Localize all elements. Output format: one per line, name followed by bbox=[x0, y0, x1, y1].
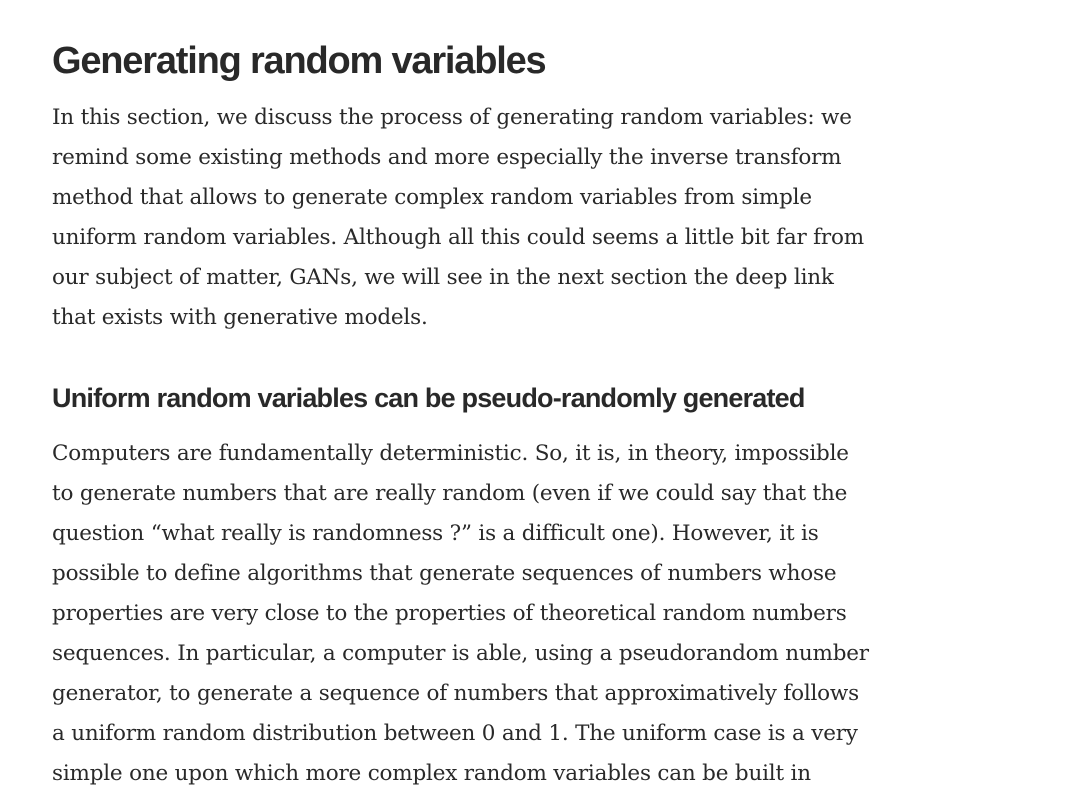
paragraph-line: sequences. In particular, a computer is … bbox=[52, 641, 869, 666]
paragraph-line: method that allows to generate complex r… bbox=[52, 185, 812, 210]
paragraph-line: generator, to generate a sequence of num… bbox=[52, 681, 859, 706]
paragraph-line: that exists with generative models. bbox=[52, 305, 428, 330]
paragraph-line: simple one upon which more complex rando… bbox=[52, 761, 811, 786]
paragraph-line: properties are very close to the propert… bbox=[52, 601, 847, 626]
paragraph-line: remind some existing methods and more es… bbox=[52, 145, 842, 170]
paragraph-line: a uniform random distribution between 0 … bbox=[52, 721, 858, 746]
paragraph-line: In this section, we discuss the process … bbox=[52, 105, 852, 130]
paragraph-line: Computers are fundamentally deterministi… bbox=[52, 441, 849, 466]
intro-paragraph: In this section, we discuss the process … bbox=[52, 98, 864, 338]
paragraph-line: question “what really is randomness ?” i… bbox=[52, 521, 819, 546]
paragraph-line: uniform random variables. Although all t… bbox=[52, 225, 864, 250]
paragraph-line: our subject of matter, GANs, we will see… bbox=[52, 265, 834, 290]
subsection-title: Uniform random variables can be pseudo-r… bbox=[52, 383, 805, 413]
section-title: Generating random variables bbox=[52, 40, 547, 82]
paragraph-line: possible to define algorithms that gener… bbox=[52, 561, 837, 586]
subsection-paragraph: Computers are fundamentally deterministi… bbox=[52, 434, 869, 794]
paragraph-line: to generate numbers that are really rand… bbox=[52, 481, 848, 506]
